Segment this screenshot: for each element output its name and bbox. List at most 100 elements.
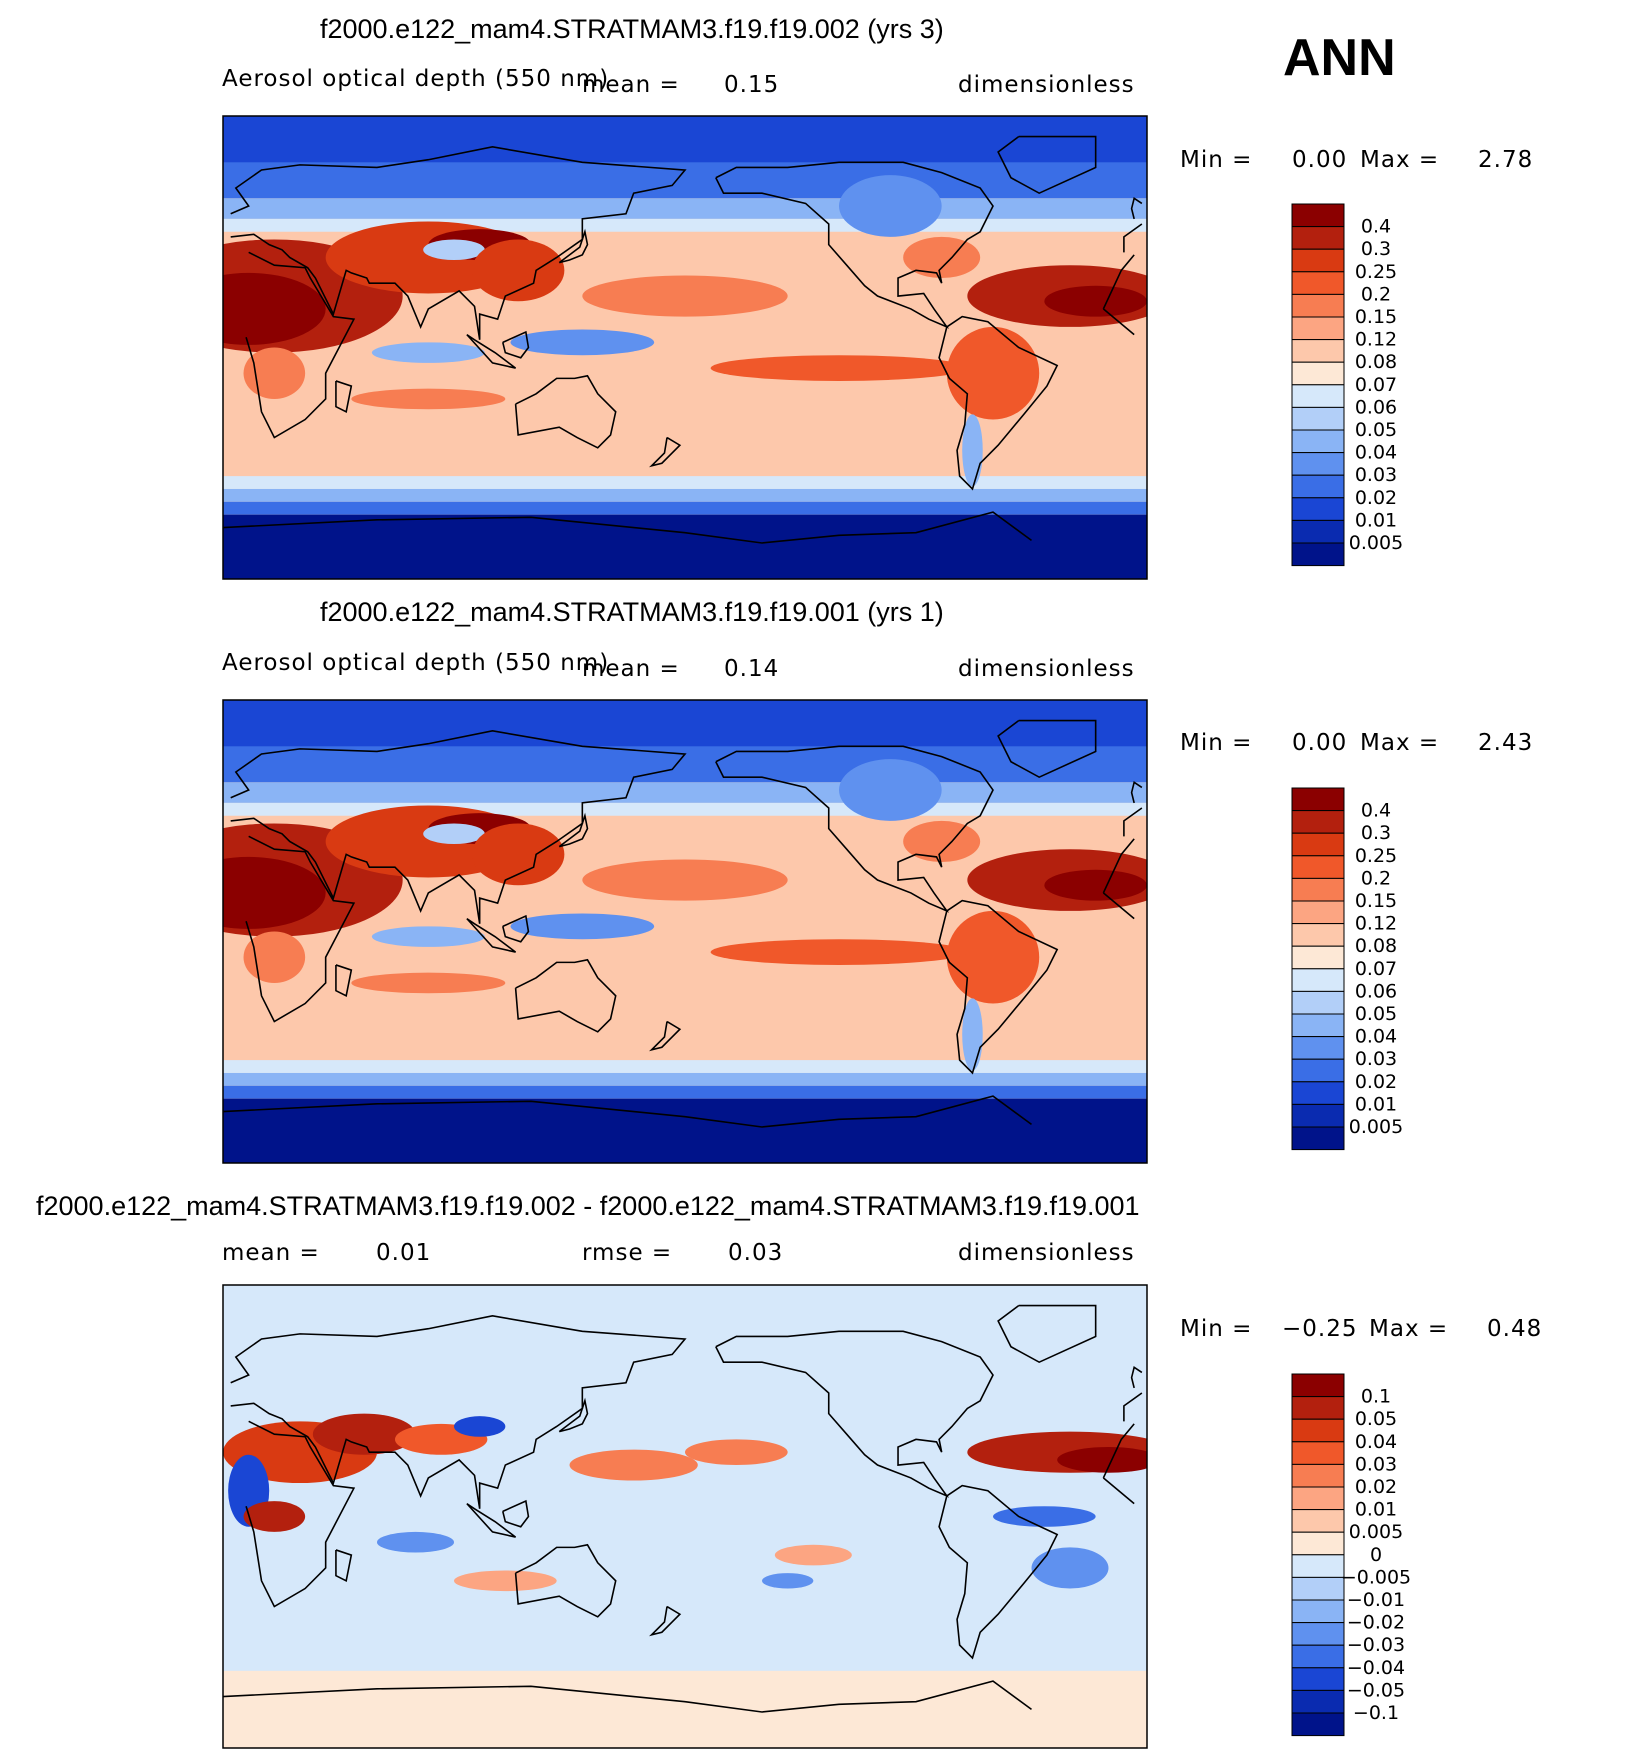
- panel-1-mean-label: mean =: [582, 72, 680, 98]
- panel-2-colorbar: 0.40.30.250.20.150.120.080.070.060.050.0…: [1291, 787, 1403, 1151]
- coastline: [245, 251, 1135, 439]
- colorbar-box: [1291, 1554, 1345, 1578]
- colorbar-label: 0.07: [1355, 374, 1397, 396]
- colorbar-label: 0.005: [1349, 1521, 1403, 1543]
- southern-africa: [243, 347, 306, 399]
- southern-band: [223, 488, 1147, 502]
- colorbar-box: [1291, 1126, 1345, 1151]
- panel-3-mean-value: 0.01: [376, 1240, 432, 1266]
- colorbar-box: [1291, 990, 1345, 1015]
- antarctic-band: [223, 1098, 1147, 1163]
- colorbar-label: 0.25: [1355, 845, 1397, 867]
- colorbar-box: [1291, 968, 1345, 992]
- pacific-increase: [569, 1449, 698, 1481]
- colorbar-label: 0.04: [1355, 442, 1397, 464]
- asia-decrease: [454, 1416, 506, 1437]
- middle-east-increase: [312, 1413, 416, 1455]
- panel-1-title: f2000.e122_mam4.STRATMAM3.f19.f19.002 (y…: [320, 14, 944, 44]
- colorbar-label: −0.01: [1347, 1589, 1405, 1611]
- panel-1-colorbar: 0.40.30.250.20.150.120.080.070.060.050.0…: [1291, 203, 1403, 567]
- coastline: [245, 1420, 1135, 1608]
- colorbar-label: 0.3: [1361, 238, 1391, 260]
- tibet-low: [423, 239, 485, 261]
- colorbar-box: [1291, 1058, 1345, 1083]
- colorbar-box: [1291, 226, 1345, 250]
- panel-3-units: dimensionless: [958, 1240, 1135, 1266]
- coastline: [501, 914, 530, 943]
- colorbar-label: 0.12: [1355, 329, 1397, 351]
- coastline: [1130, 781, 1143, 804]
- atlantic-dust-core: [1044, 285, 1147, 317]
- colorbar-box: [1291, 203, 1345, 228]
- colorbar-label: −0.02: [1347, 1612, 1405, 1634]
- pacific-band: [582, 275, 788, 317]
- colorbar-label: 0.2: [1361, 283, 1391, 305]
- midlat-band: [223, 218, 1147, 232]
- coastline: [466, 1502, 517, 1538]
- colorbar-box: [1291, 1396, 1345, 1420]
- panel-2-map: [222, 699, 1148, 1164]
- southern-indian-increase: [454, 1570, 557, 1592]
- southern-band: [223, 1072, 1147, 1086]
- colorbar-label: 0.01: [1355, 1093, 1397, 1115]
- colorbar-label: 0.4: [1361, 216, 1391, 238]
- colorbar-box: [1291, 1081, 1345, 1105]
- coastline: [715, 745, 994, 913]
- panel-1-variable: Aerosol optical depth (550 nm): [222, 66, 610, 92]
- panel-3-min-value: −0.25: [1282, 1316, 1358, 1342]
- coastline: [997, 135, 1097, 195]
- coastline: [223, 511, 1032, 544]
- colorbar-box: [1291, 406, 1345, 431]
- warm-pool-low: [510, 913, 655, 940]
- panel-1-min-label: Min =: [1180, 147, 1253, 173]
- colorbar-label: 0.01: [1355, 1499, 1397, 1521]
- colorbar-label: 0.03: [1355, 464, 1397, 486]
- colorbar-box: [1291, 542, 1345, 567]
- colorbar-box: [1291, 339, 1345, 363]
- colorbar-label: 0.05: [1355, 1408, 1397, 1430]
- colorbar-label: 0.02: [1355, 487, 1397, 509]
- southern-band: [223, 1060, 1147, 1073]
- panel-2-title: f2000.e122_mam4.STRATMAM3.f19.f19.001 (y…: [320, 597, 944, 627]
- tibet-low: [423, 823, 485, 845]
- panel-2-variable: Aerosol optical depth (550 nm): [222, 650, 610, 676]
- coastline: [335, 1549, 353, 1582]
- panel-3-title: f2000.e122_mam4.STRATMAM3.f19.f19.002 - …: [36, 1191, 1140, 1221]
- south-atlantic-decrease: [1031, 1547, 1109, 1589]
- colorbar-box: [1291, 1486, 1345, 1511]
- panel-3-max-label: Max =: [1369, 1316, 1449, 1342]
- panel-2-min-value: 0.00: [1292, 730, 1348, 756]
- coastline: [1130, 1366, 1143, 1389]
- south-pacific-band: [710, 355, 968, 381]
- canada-low: [839, 175, 942, 237]
- colorbar-box: [1291, 316, 1345, 341]
- pacific-band: [582, 859, 788, 901]
- colorbar-label: 0.005: [1349, 532, 1403, 554]
- colorbar-box: [1291, 1712, 1345, 1737]
- us-east: [903, 820, 981, 863]
- colorbar-label: 0.05: [1355, 1003, 1397, 1025]
- colorbar-label: 0.04: [1355, 1431, 1397, 1453]
- southern-ocean: [223, 1670, 1147, 1748]
- panel-3-map: [222, 1284, 1148, 1749]
- coastline: [715, 1330, 994, 1498]
- colorbar-box: [1291, 810, 1345, 834]
- colorbar-box: [1291, 1463, 1345, 1488]
- southern-band: [223, 476, 1147, 489]
- colorbar-box: [1291, 1509, 1345, 1533]
- indian-ocean-low: [371, 342, 485, 363]
- colorbar-label: 0.15: [1355, 890, 1397, 912]
- map-frame: [222, 699, 1148, 1164]
- colorbar-label: 0.3: [1361, 822, 1391, 844]
- coastline: [230, 1315, 1143, 1509]
- panel-1-min-value: 0.00: [1292, 147, 1348, 173]
- colorbar-box: [1291, 787, 1345, 812]
- colorbar-label: 0.005: [1349, 1116, 1403, 1138]
- coastline: [230, 146, 1143, 340]
- midlat-band: [223, 802, 1147, 816]
- colorbar-box: [1291, 832, 1345, 857]
- colorbar-label: 0.12: [1355, 913, 1397, 935]
- panel-3-mean-label: mean =: [222, 1240, 320, 1266]
- antarctic-band: [223, 514, 1147, 579]
- colorbar-label: 0.06: [1355, 396, 1397, 418]
